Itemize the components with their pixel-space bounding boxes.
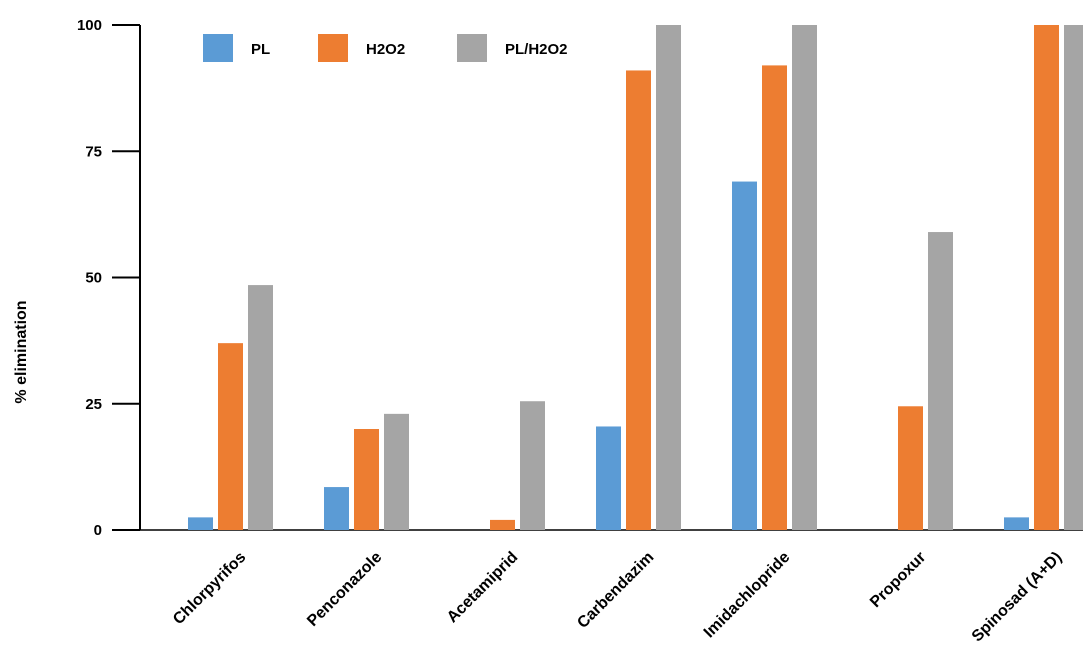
bar <box>218 343 243 530</box>
bar <box>898 406 923 530</box>
bar <box>520 401 545 530</box>
bars <box>188 25 1083 531</box>
legend-label: PL <box>251 41 270 58</box>
x-tick-label: Chlorpyrifos <box>170 549 249 628</box>
y-tick-label: 50 <box>85 270 102 287</box>
y-ticks: 0 25 50 75 100 <box>77 17 140 539</box>
x-tick-label: Carbendazim <box>574 549 657 632</box>
x-tick-label: Imidachlopride <box>701 549 794 642</box>
legend: PL H2O2 PL/H2O2 <box>203 34 568 62</box>
bar <box>248 285 273 530</box>
legend-label: PL/H2O2 <box>505 41 568 58</box>
x-tick-labels: Chlorpyrifos Penconazole Acetamiprid Carben… <box>170 549 1065 646</box>
bar <box>732 181 757 531</box>
bar <box>188 517 213 530</box>
bar <box>792 25 817 530</box>
x-tick-label: Spinosad (A+D) <box>969 549 1066 646</box>
legend-label: H2O2 <box>366 41 405 58</box>
bar <box>762 65 787 531</box>
bar <box>1004 517 1029 530</box>
x-tick-label: Penconazole <box>304 549 385 630</box>
legend-swatch <box>318 34 348 62</box>
x-tick-label: Propoxur <box>867 549 929 611</box>
bar <box>384 413 409 530</box>
bar <box>656 25 681 530</box>
bar <box>1034 25 1059 530</box>
legend-swatch <box>203 34 233 62</box>
x-tick-label: Acetamiprid <box>444 549 521 626</box>
y-tick-label: 25 <box>85 396 102 413</box>
y-tick-label: 75 <box>85 143 102 160</box>
bar <box>324 487 349 530</box>
y-axis-title: % elimination <box>13 300 30 403</box>
bar <box>596 426 621 530</box>
bar <box>490 519 515 530</box>
legend-swatch <box>457 34 487 62</box>
bar <box>928 232 953 531</box>
y-tick-label: 0 <box>94 522 102 539</box>
bar <box>626 70 651 530</box>
bar <box>1064 25 1083 530</box>
y-tick-label: 100 <box>77 17 102 34</box>
bar <box>354 429 379 530</box>
